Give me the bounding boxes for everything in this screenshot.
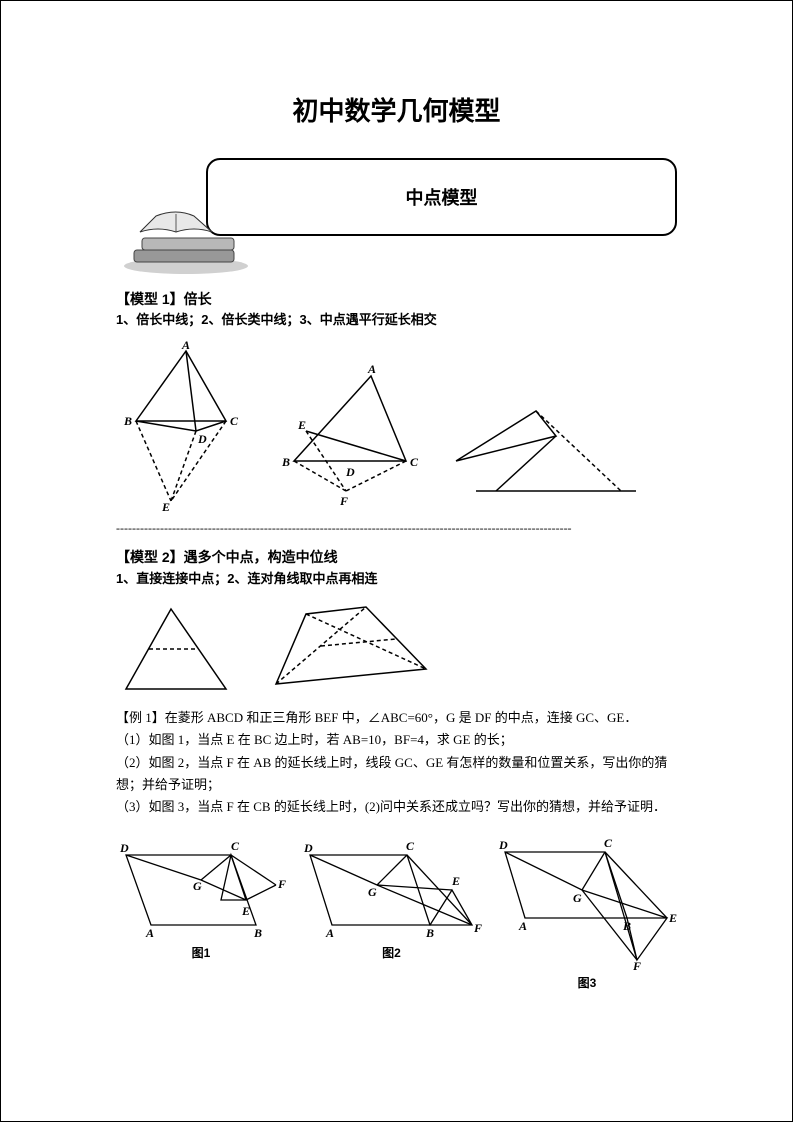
svg-text:G: G (193, 879, 202, 893)
svg-text:B: B (123, 414, 132, 428)
svg-text:F: F (632, 959, 641, 970)
svg-text:D: D (119, 841, 129, 855)
model2-head: 【模型 2】遇多个中点，构造中位线 (116, 546, 677, 568)
svg-text:C: C (406, 839, 415, 853)
page-frame: 初中数学几何模型 中点模型 【模型 1】倍长 1、倍长中线；2、倍长类中线；3、… (0, 0, 793, 1122)
model2-figures (116, 599, 677, 699)
svg-text:C: C (410, 455, 419, 469)
model1-sub: 1、倍长中线；2、倍长类中线；3、中点遇平行延长相交 (116, 310, 677, 331)
model2-sub: 1、直接连接中点；2、连对角线取中点再相连 (116, 569, 677, 590)
svg-text:C: C (230, 414, 239, 428)
svg-text:A: A (325, 926, 334, 940)
svg-text:E: E (241, 904, 250, 918)
example1-figures: A B C D E F G 图1 (116, 830, 677, 991)
banner-box: 中点模型 (206, 158, 677, 236)
ex1-p1: （1）如图 1，当点 E 在 BC 边上时，若 AB=10，BF=4，求 GE … (116, 729, 677, 751)
ex1-fig3-col: A B C D E F G 图3 (497, 830, 677, 991)
svg-text:G: G (368, 885, 377, 899)
ex1-fig3: A B C D E F G (497, 830, 677, 970)
ex1-fig2-col: A B C D E F G 图2 (302, 830, 482, 991)
model1-fig3 (446, 401, 646, 511)
page-title: 初中数学几何模型 (116, 91, 677, 128)
ex1-cap2: 图2 (302, 944, 482, 961)
divider: ----------------------------------------… (116, 521, 677, 536)
ex1-cap3: 图3 (497, 974, 677, 991)
svg-text:E: E (668, 911, 677, 925)
ex1-p2: （2）如图 2，当点 F 在 AB 的延长线上时，线段 GC、GE 有怎样的数量… (116, 752, 677, 796)
svg-text:F: F (339, 494, 348, 508)
svg-text:A: A (518, 919, 527, 933)
ex1-fig1: A B C D E F G (116, 830, 286, 940)
svg-text:B: B (622, 919, 631, 933)
svg-text:A: A (181, 341, 190, 352)
example1-text: 【例 1】在菱形 ABCD 和正三角形 BEF 中，∠ABC=60°，G 是 D… (116, 707, 677, 817)
svg-text:E: E (451, 874, 460, 888)
banner-section: 中点模型 (116, 158, 677, 278)
svg-text:B: B (425, 926, 434, 940)
svg-text:D: D (345, 465, 355, 479)
svg-text:B: B (253, 926, 262, 940)
model1-head: 【模型 1】倍长 (116, 288, 677, 310)
svg-text:D: D (303, 841, 313, 855)
books-icon (116, 206, 266, 276)
model1-fig2: A B C D E F (276, 361, 426, 511)
ex1-fig1-col: A B C D E F G 图1 (116, 830, 286, 991)
model2-fig2 (266, 599, 436, 699)
svg-text:B: B (281, 455, 290, 469)
svg-text:G: G (573, 891, 582, 905)
svg-text:C: C (231, 839, 240, 853)
ex1-fig2: A B C D E F G (302, 830, 482, 940)
model1-figures: A B C D E A B C D E F (116, 341, 677, 511)
svg-text:A: A (367, 362, 376, 376)
content: 初中数学几何模型 中点模型 【模型 1】倍长 1、倍长中线；2、倍长类中线；3、… (61, 51, 732, 1021)
ex1-lead: 【例 1】在菱形 ABCD 和正三角形 BEF 中，∠ABC=60°，G 是 D… (116, 707, 677, 729)
model1-fig1: A B C D E (116, 341, 256, 511)
svg-text:D: D (498, 838, 508, 852)
svg-text:D: D (197, 432, 207, 446)
svg-text:C: C (604, 836, 613, 850)
model2-fig1 (116, 599, 236, 699)
svg-text:E: E (161, 500, 170, 511)
svg-text:F: F (277, 877, 286, 891)
svg-text:F: F (473, 921, 482, 935)
svg-text:E: E (297, 418, 306, 432)
ex1-p3: （3）如图 3，当点 F 在 CB 的延长线上时，(2)问中关系还成立吗？写出你… (116, 796, 677, 818)
ex1-cap1: 图1 (116, 944, 286, 961)
svg-text:A: A (145, 926, 154, 940)
